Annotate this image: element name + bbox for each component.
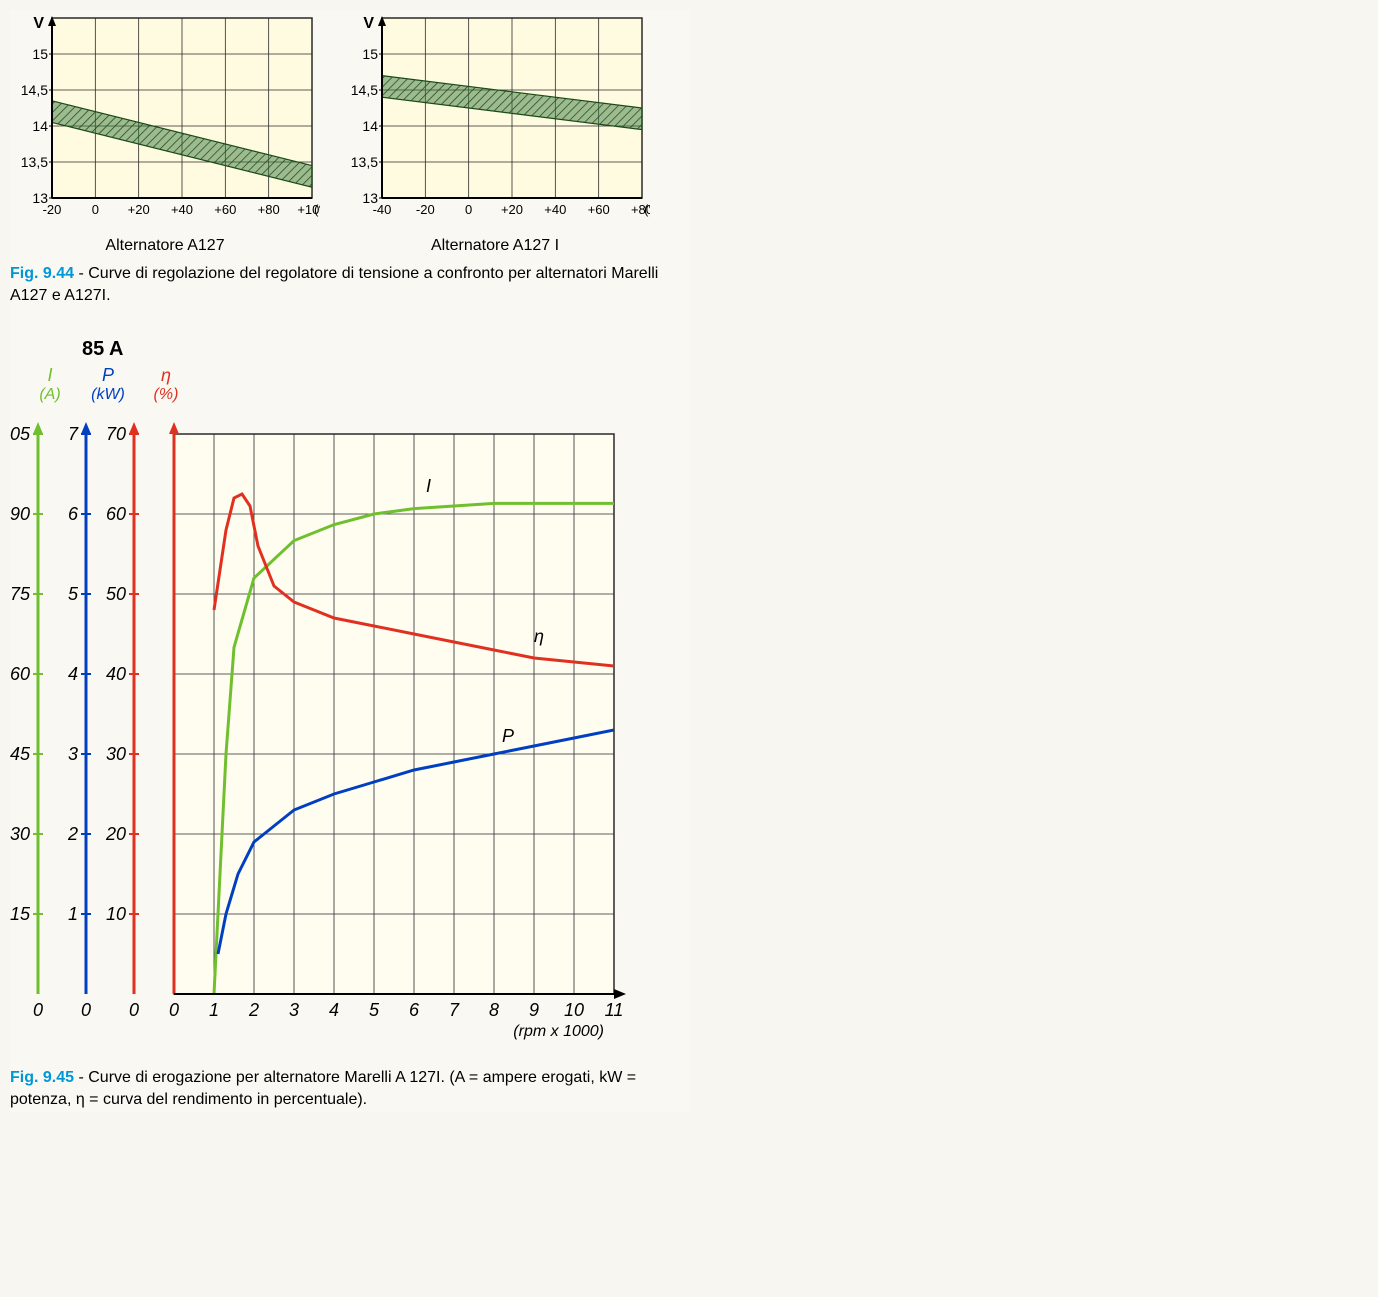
chart-a127i-title: Alternatore A127 I — [340, 237, 650, 255]
svg-text:+60: +60 — [214, 202, 236, 217]
fig944-caption: Fig. 9.44 - Curve di regolazione del reg… — [10, 263, 670, 308]
svg-text:5: 5 — [369, 1000, 380, 1020]
axis-P-col: P (kW) — [88, 365, 128, 404]
svg-text:10: 10 — [106, 904, 126, 924]
svg-text:15: 15 — [32, 46, 48, 62]
svg-text:9: 9 — [529, 1000, 539, 1020]
fig945-svg: 01234567891011(rpm x 1000)15304560759010… — [10, 404, 654, 1054]
svg-text:0: 0 — [81, 1000, 91, 1020]
svg-text:-20: -20 — [416, 202, 435, 217]
axis-n-symbol: η — [146, 365, 186, 386]
svg-text:15: 15 — [10, 904, 31, 924]
svg-text:I: I — [426, 476, 431, 496]
svg-text:90: 90 — [10, 504, 30, 524]
svg-text:0: 0 — [129, 1000, 139, 1020]
fig945-axis-header: I (A) P (kW) η (%) — [30, 365, 690, 404]
svg-text:75: 75 — [10, 584, 31, 604]
svg-text:10: 10 — [564, 1000, 584, 1020]
axis-I-symbol: I — [30, 365, 70, 386]
svg-text:V: V — [33, 15, 44, 32]
svg-text:4: 4 — [68, 664, 78, 684]
svg-text:60: 60 — [106, 504, 126, 524]
fig944-charts: 1313,51414,515-200+20+40+60+80+100(°C)V … — [10, 10, 690, 255]
fig945-spec: 85 A — [82, 338, 690, 361]
svg-text:7: 7 — [68, 424, 79, 444]
axis-I-col: I (A) — [30, 365, 70, 404]
svg-text:30: 30 — [106, 744, 126, 764]
svg-text:-40: -40 — [373, 202, 392, 217]
svg-text:(°C): (°C) — [314, 202, 320, 217]
svg-text:P: P — [502, 726, 514, 746]
svg-text:14,5: 14,5 — [351, 82, 378, 98]
axis-n-col: η (%) — [146, 365, 186, 404]
svg-text:1: 1 — [68, 904, 78, 924]
svg-text:60: 60 — [10, 664, 30, 684]
svg-text:6: 6 — [68, 504, 79, 524]
chart-a127-svg: 1313,51414,515-200+20+40+60+80+100(°C)V — [10, 10, 320, 226]
chart-a127-title: Alternatore A127 — [10, 237, 320, 255]
svg-text:15: 15 — [362, 46, 378, 62]
axis-n-unit: (%) — [146, 386, 186, 404]
svg-text:+20: +20 — [501, 202, 523, 217]
svg-text:6: 6 — [409, 1000, 420, 1020]
svg-text:70: 70 — [106, 424, 126, 444]
chart-a127: 1313,51414,515-200+20+40+60+80+100(°C)V … — [10, 10, 320, 255]
svg-text:+80: +80 — [258, 202, 280, 217]
svg-text:7: 7 — [449, 1000, 460, 1020]
svg-text:4: 4 — [329, 1000, 339, 1020]
svg-text:20: 20 — [105, 824, 126, 844]
svg-text:3: 3 — [68, 744, 78, 764]
fig945-caption-text: - Curve di erogazione per alternatore Ma… — [10, 1069, 636, 1108]
svg-text:5: 5 — [68, 584, 79, 604]
svg-text:40: 40 — [106, 664, 126, 684]
svg-text:1: 1 — [209, 1000, 219, 1020]
fig945-number: Fig. 9.45 — [10, 1069, 74, 1086]
svg-text:3: 3 — [289, 1000, 299, 1020]
svg-text:0: 0 — [33, 1000, 43, 1020]
fig944-caption-text: - Curve di regolazione del regolatore di… — [10, 265, 658, 304]
svg-text:11: 11 — [605, 1000, 624, 1020]
fig944-number: Fig. 9.44 — [10, 265, 74, 282]
svg-text:+40: +40 — [171, 202, 193, 217]
svg-text:0: 0 — [465, 202, 472, 217]
svg-text:13,5: 13,5 — [21, 154, 48, 170]
axis-P-symbol: P — [88, 365, 128, 386]
svg-text:105: 105 — [10, 424, 31, 444]
svg-text:V: V — [363, 15, 374, 32]
svg-text:(rpm x 1000): (rpm x 1000) — [513, 1023, 604, 1040]
svg-text:η: η — [534, 626, 544, 646]
svg-text:2: 2 — [248, 1000, 259, 1020]
svg-text:+40: +40 — [544, 202, 566, 217]
svg-text:8: 8 — [489, 1000, 499, 1020]
chart-a127i-svg: 1313,51414,515-40-200+20+40+60+80(°C)V — [340, 10, 650, 226]
svg-text:+20: +20 — [128, 202, 150, 217]
fig945-caption: Fig. 9.45 - Curve di erogazione per alte… — [10, 1067, 670, 1112]
axis-I-unit: (A) — [30, 386, 70, 404]
svg-text:45: 45 — [10, 744, 31, 764]
svg-text:0: 0 — [92, 202, 99, 217]
svg-text:-20: -20 — [43, 202, 62, 217]
svg-text:2: 2 — [67, 824, 78, 844]
svg-text:14: 14 — [362, 118, 378, 134]
svg-text:13,5: 13,5 — [351, 154, 378, 170]
svg-text:14,5: 14,5 — [21, 82, 48, 98]
chart-a127i: 1313,51414,515-40-200+20+40+60+80(°C)V A… — [340, 10, 650, 255]
svg-text:14: 14 — [32, 118, 48, 134]
svg-text:(°C): (°C) — [644, 202, 650, 217]
svg-text:30: 30 — [10, 824, 30, 844]
svg-text:0: 0 — [169, 1000, 179, 1020]
svg-text:+60: +60 — [588, 202, 610, 217]
svg-text:50: 50 — [106, 584, 126, 604]
axis-P-unit: (kW) — [88, 386, 128, 404]
